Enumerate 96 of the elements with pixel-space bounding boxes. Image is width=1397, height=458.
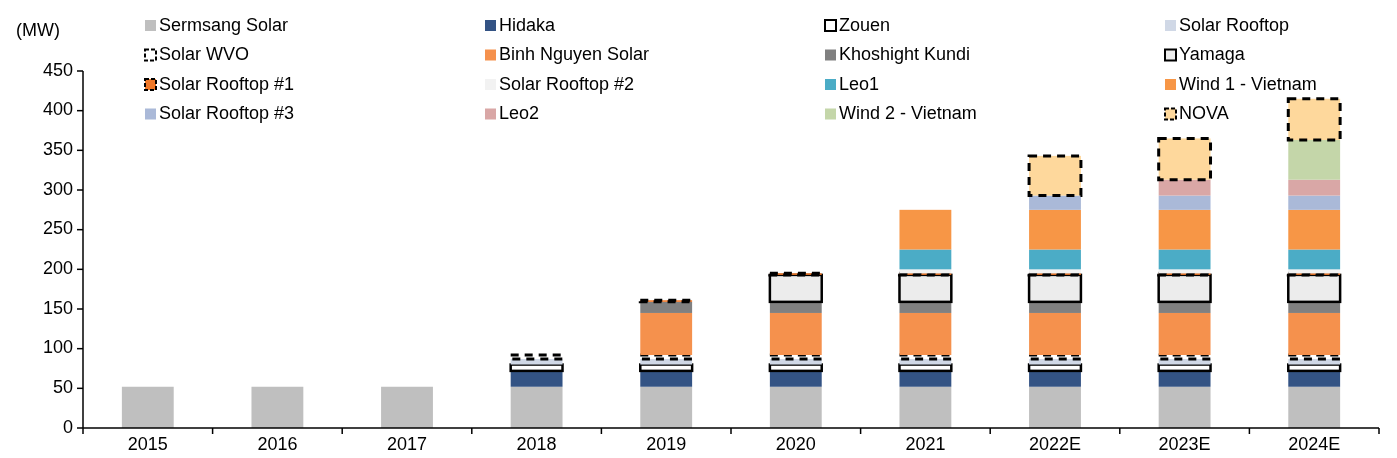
x-tick-label: 2023E <box>1158 434 1211 454</box>
bar <box>1288 370 1341 387</box>
bar <box>1158 249 1211 270</box>
bar <box>1288 249 1341 270</box>
bar <box>768 273 823 304</box>
bar <box>1288 140 1341 180</box>
bar <box>769 386 822 428</box>
bar <box>510 386 563 428</box>
x-tick-label: 2015 <box>127 434 168 454</box>
legend-label: Wind 2 - Vietnam <box>839 103 977 124</box>
bar <box>899 249 952 270</box>
y-tick-label: 0 <box>62 416 73 437</box>
legend-label: Binh Nguyen Solar <box>499 44 650 65</box>
x-tick-label: 2019 <box>646 434 687 454</box>
bar <box>899 209 952 250</box>
bar <box>1029 301 1081 313</box>
x-tick-label: 2018 <box>516 434 557 454</box>
y-axis-title: (MW) <box>16 20 60 40</box>
bar <box>1286 97 1342 142</box>
bar <box>640 312 693 356</box>
legend-label: Leo1 <box>839 73 880 94</box>
y-tick-label: 250 <box>42 218 73 239</box>
bar <box>1029 312 1081 356</box>
bar <box>1158 301 1211 313</box>
legend-label: Solar Rooftop #3 <box>159 103 295 124</box>
bar <box>1027 273 1083 304</box>
bar <box>899 370 952 387</box>
bar <box>1157 136 1213 182</box>
bar <box>899 301 952 313</box>
bar <box>510 370 563 387</box>
bar <box>1288 358 1341 365</box>
legend-label: Solar Rooftop #2 <box>499 73 635 94</box>
y-tick-label: 400 <box>42 99 73 120</box>
bar <box>1029 370 1081 387</box>
bar <box>1287 273 1342 304</box>
bar <box>1029 386 1081 428</box>
bar <box>1288 301 1341 313</box>
bar <box>899 312 952 356</box>
bar <box>1029 358 1081 365</box>
bar <box>1158 209 1211 250</box>
bar <box>769 358 822 365</box>
y-tick-label: 450 <box>42 59 73 80</box>
x-tick-label: 2021 <box>905 434 946 454</box>
bar <box>1158 179 1211 196</box>
bar <box>1158 195 1211 210</box>
bar <box>509 353 565 361</box>
y-tick-label: 50 <box>52 377 73 398</box>
bar <box>899 358 952 365</box>
legend-label: Solar WVO <box>159 44 250 65</box>
bar <box>1288 195 1341 210</box>
legend-label: Solar Rooftop #1 <box>159 73 295 94</box>
bar <box>1029 195 1081 210</box>
legend-label: Solar Rooftop <box>1179 14 1290 35</box>
bar <box>640 358 693 365</box>
x-tick-label: 2024E <box>1288 434 1341 454</box>
legend-label: Yamaga <box>1179 44 1246 65</box>
bar <box>769 301 822 313</box>
bar <box>1029 249 1081 270</box>
y-tick-label: 200 <box>42 258 73 279</box>
y-tick-label: 300 <box>42 178 73 199</box>
x-tick-label: 2017 <box>386 434 428 454</box>
bar <box>1158 386 1211 428</box>
legend-label: Wind 1 - Vietnam <box>1179 73 1317 94</box>
x-tick-label: 2020 <box>775 434 816 454</box>
bar <box>1158 358 1211 365</box>
y-tick-label: 150 <box>42 297 73 318</box>
bar <box>1288 312 1341 356</box>
legend-label: NOVA <box>1179 103 1229 124</box>
legend-label: Khoshight Kundi <box>839 44 971 65</box>
x-tick-label: 2022E <box>1028 434 1082 454</box>
bar <box>381 386 433 428</box>
bar <box>769 312 822 356</box>
legend-label: Sermsang Solar <box>159 14 289 35</box>
bar <box>640 370 693 387</box>
x-tick-label: 2016 <box>257 434 298 454</box>
bar <box>1288 209 1341 250</box>
bar <box>898 273 953 304</box>
bar <box>640 386 693 428</box>
bar <box>1157 273 1212 304</box>
bar <box>1158 370 1211 387</box>
bar <box>251 386 304 428</box>
legend-label: Leo2 <box>499 103 540 124</box>
bar <box>899 386 952 428</box>
bar <box>1158 312 1211 356</box>
legend-label: Hidaka <box>499 14 557 35</box>
y-tick-label: 350 <box>42 139 73 160</box>
bar <box>1029 209 1081 250</box>
legend-label: Zouen <box>839 14 891 35</box>
bar <box>510 358 563 365</box>
bar <box>640 301 693 313</box>
y-tick-label: 100 <box>42 337 73 358</box>
bar <box>1027 154 1083 198</box>
bar <box>1288 386 1341 428</box>
bar <box>121 386 174 428</box>
bar <box>1288 179 1341 196</box>
bar <box>769 370 822 387</box>
